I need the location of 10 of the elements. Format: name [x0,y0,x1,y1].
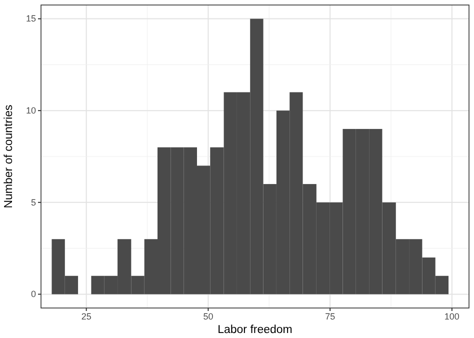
x-axis-title: Labor freedom [218,324,292,336]
y-axis-title: Number of countries [3,104,15,208]
x-tick-label: 50 [203,311,214,322]
y-tick-label: 15 [26,14,36,24]
x-tick-label: 25 [81,311,92,322]
x-tick-label: 75 [325,311,336,322]
x-tick-label: 100 [444,311,460,322]
y-tick-label: 10 [26,105,36,116]
y-tick-label: 5 [30,197,36,208]
y-tick-label: 0 [30,289,36,300]
